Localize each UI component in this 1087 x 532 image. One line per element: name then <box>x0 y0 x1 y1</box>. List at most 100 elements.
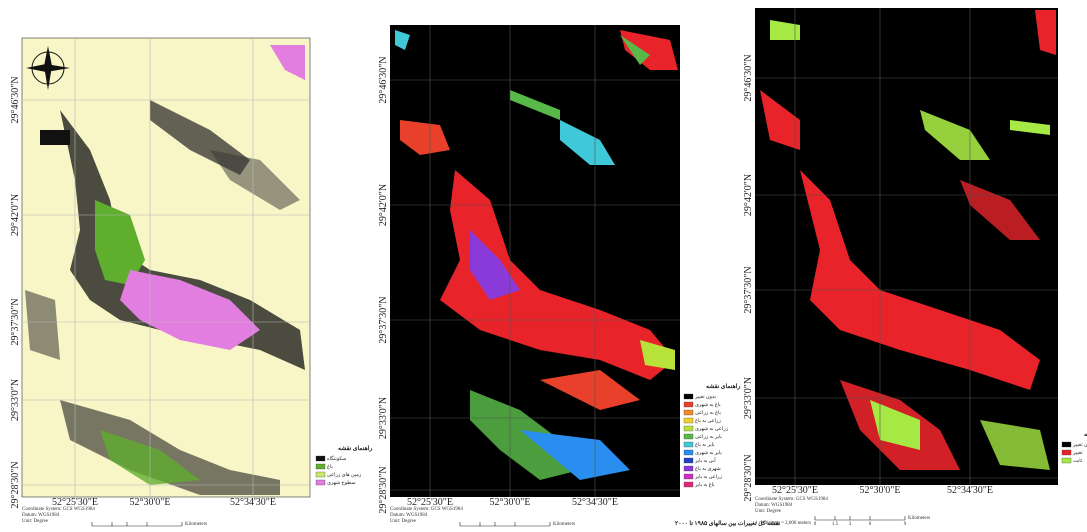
legend-label: باغ به بایر <box>694 482 715 488</box>
latitude-label: 29°37'30"N <box>10 298 21 345</box>
legend-label: آبی به بایر <box>694 457 716 464</box>
longitude-label: 52°30'0"E <box>130 497 171 508</box>
legend-title: راهنمای نقشه <box>706 383 740 390</box>
latitude-label: 29°46'30"N <box>378 56 389 103</box>
longitude-label: 52°30'0"E <box>490 497 531 508</box>
latitude-label: 29°42'0"N <box>743 174 754 216</box>
legend-label: باغ به زراعی <box>695 410 721 416</box>
legend-swatch <box>683 441 694 448</box>
legend-swatch <box>1061 449 1072 456</box>
legend-swatch <box>683 473 694 480</box>
legend-swatch <box>683 393 694 400</box>
scale-tick: 9 <box>904 522 907 527</box>
legend-swatch <box>1061 441 1072 448</box>
legend-label: بایر به باغ <box>695 442 715 448</box>
legend-label: زراعی به باغ <box>695 418 721 424</box>
legend-label: باغ <box>327 464 333 470</box>
map-frame <box>21 37 311 498</box>
map-metadata: Datum: WGS1984 <box>22 513 60 518</box>
legend-swatch <box>683 425 694 432</box>
map-metadata: Coordinate System: GCS WGS1984 <box>22 507 95 512</box>
latitude-label: 29°42'0"N <box>10 194 21 236</box>
scale-bar <box>459 522 551 527</box>
map-metadata: Unit: Degree <box>755 509 782 514</box>
latitude-label: 29°42'0"N <box>378 184 389 226</box>
longitude-label: 52°25'30"E <box>407 497 453 508</box>
map-3 <box>755 8 1058 485</box>
latitude-label: 29°28'30"N <box>743 454 754 501</box>
scale-tick: 6 <box>869 522 872 527</box>
compass <box>26 46 70 90</box>
legend-label: سطوح شهری <box>327 480 356 486</box>
latitude-label: 29°33'0"N <box>743 377 754 419</box>
legend-label: زراعی به شهری <box>695 426 729 432</box>
legend-label: زمین های زراعی <box>327 472 362 478</box>
latitude-label: 29°37'30"N <box>743 266 754 313</box>
map-annotations: 29°46'30"N 29°42'0"N 29°37'30"N 29°33'0"N 29… <box>378 25 781 527</box>
latitude-label: 29°37'30"N <box>378 296 389 343</box>
map-metadata: Datum: WGS1984 <box>390 513 428 518</box>
legend-label: شهری به باغ <box>695 466 721 472</box>
legend-swatch <box>683 417 694 424</box>
longitude-label: 52°25'30"E <box>52 497 98 508</box>
legend-label: تغییر <box>1072 451 1083 456</box>
latitude-label: 29°33'0"N <box>10 379 21 421</box>
latitude-label: 29°28'30"N <box>378 466 389 513</box>
legend-swatch <box>315 455 326 462</box>
land-cover <box>25 45 305 495</box>
scale-bar <box>814 516 906 521</box>
scale-text: 1 centimeter = 2,000 meters <box>755 521 811 526</box>
legend-title: راهنمای نقشه <box>338 445 372 452</box>
legend-label: بایر به شهری <box>695 450 722 456</box>
legend-title: راهنمای نقشه <box>1084 431 1087 438</box>
scale-unit: Kilometers <box>553 522 575 527</box>
legend-label: زراعی به بایر <box>694 474 723 480</box>
map-annotations: 29°46'30"N 29°42'0"N 29°37'30"N 29°33'0"N 29… <box>743 8 1087 527</box>
map-metadata: Coordinate System: GCS WGS1984 <box>390 507 463 512</box>
legend-label: بایر به زراعی <box>695 434 722 440</box>
scale-unit: Kilometers <box>185 522 207 527</box>
longitude-label: 52°30'0"E <box>860 485 901 496</box>
legend-swatch <box>683 401 694 408</box>
map-metadata: Unit: Degree <box>22 519 49 524</box>
legend-swatch <box>683 481 694 488</box>
legend-label: سکونتگاه <box>327 455 346 462</box>
land-cover <box>395 30 678 480</box>
map-metadata: Datum: WGS1984 <box>755 503 793 508</box>
legend-label: بدون تغییر <box>694 395 716 400</box>
scale-tick: 1.5 <box>832 522 839 527</box>
longitude-label: 52°34'30"E <box>572 497 618 508</box>
legend-swatch <box>315 463 326 470</box>
latitude-label: 29°46'30"N <box>10 76 21 123</box>
scale-tick: 0 <box>814 522 817 527</box>
latitude-label: 29°28'30"N <box>10 461 21 508</box>
legend-label: باغ به شهری <box>695 402 721 408</box>
legend-swatch <box>683 433 694 440</box>
legend-swatch <box>1061 457 1072 464</box>
legend-swatch <box>683 457 694 464</box>
scale-unit: Kilometers <box>908 516 930 521</box>
legend-swatch <box>683 409 694 416</box>
map-1 <box>21 37 311 498</box>
legend-swatch <box>683 465 694 472</box>
legend-swatch <box>315 479 326 486</box>
map-2 <box>390 25 680 497</box>
latitude-label: 29°46'30"N <box>743 54 754 101</box>
scale-tick: 3 <box>849 522 852 527</box>
scale-bar <box>91 522 183 527</box>
legend-label: ثابت <box>1073 458 1083 464</box>
legend-swatch <box>683 449 694 456</box>
map-metadata: Unit: Degree <box>390 519 417 524</box>
longitude-label: 52°34'30"E <box>947 485 993 496</box>
legend-swatch <box>315 471 326 478</box>
latitude-label: 29°33'0"N <box>378 397 389 439</box>
longitude-label: 52°25'30"E <box>772 485 818 496</box>
map-metadata: Coordinate System: GCS WGS1984 <box>755 497 828 502</box>
map-annotations: 29°46'30"N 29°42'0"N 29°37'30"N 29°33'0"N 29… <box>10 38 372 527</box>
land-cover <box>760 10 1056 470</box>
legend-label: بدون تغییر <box>1072 443 1087 448</box>
longitude-label: 52°34'30"E <box>230 497 276 508</box>
map-caption: نقشه کل تغییرات بین سالهای ۱۹۸۵ تا ۲۰۰۰ <box>675 520 781 527</box>
